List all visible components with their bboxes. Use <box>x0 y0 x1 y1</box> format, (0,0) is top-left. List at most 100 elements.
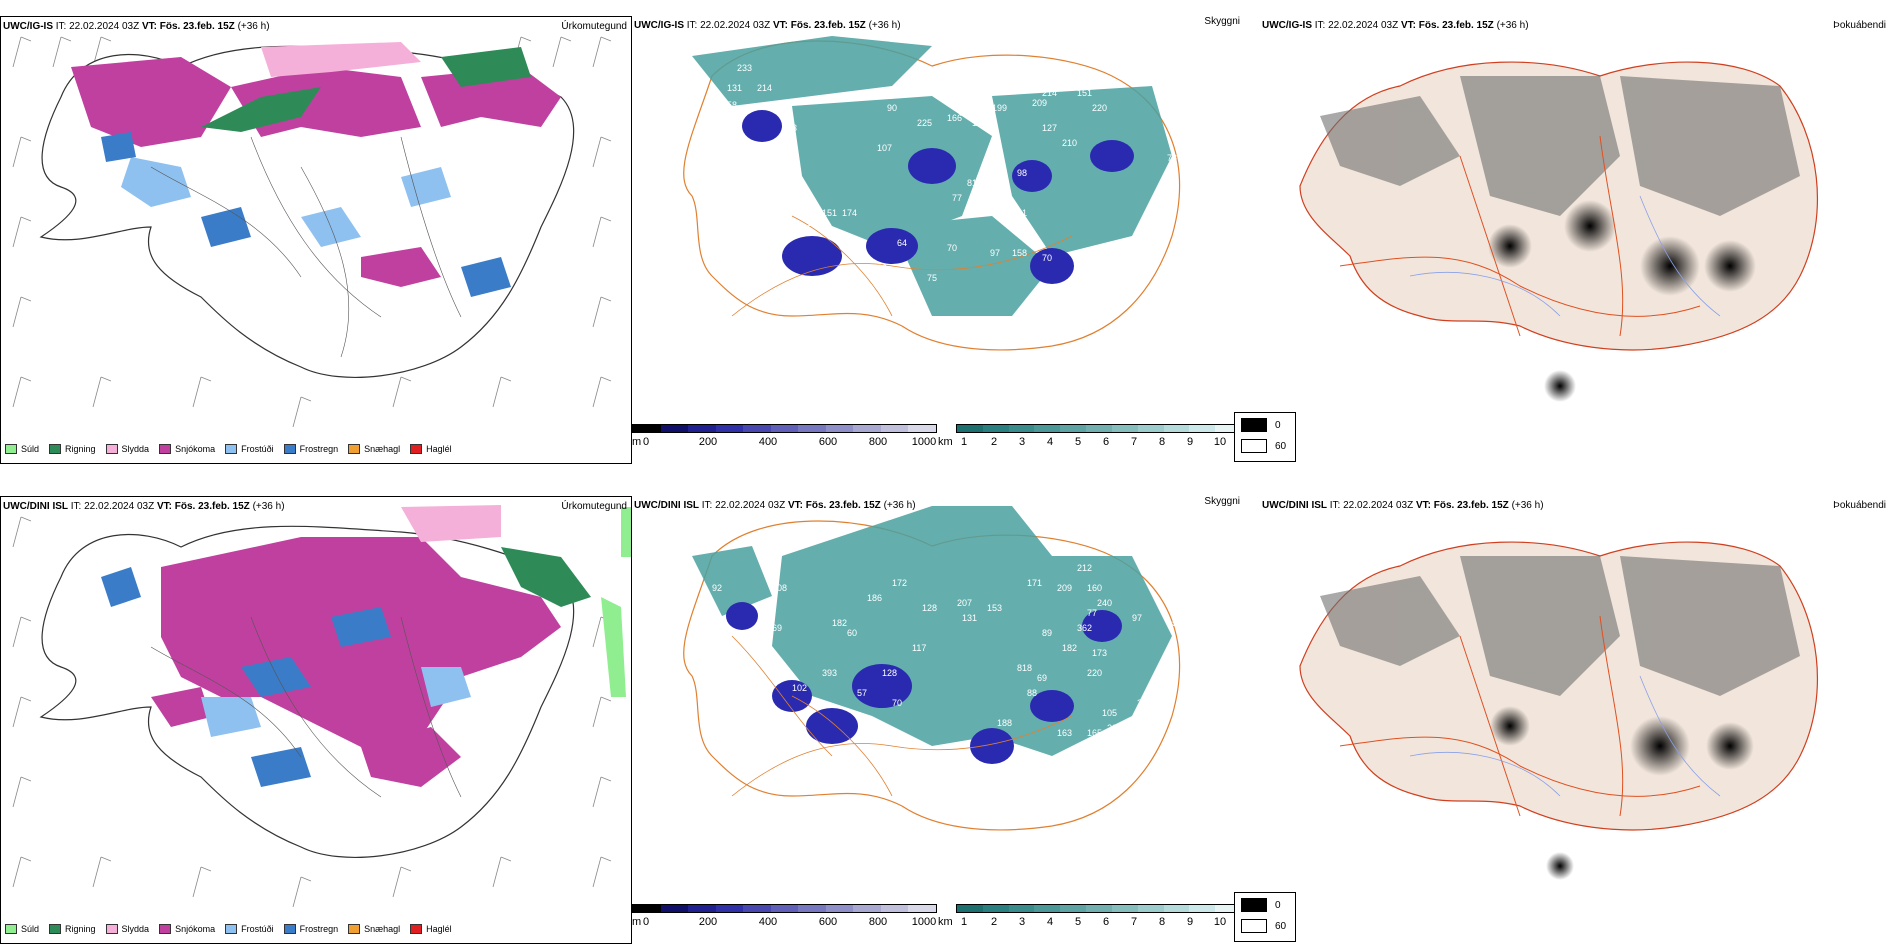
legend-swatch <box>105 444 118 454</box>
cloud-label: 131 <box>962 613 977 623</box>
cloud-label: 160 <box>1087 583 1102 593</box>
it-label: IT: <box>70 501 82 512</box>
cloud-label: 88 <box>1027 688 1037 698</box>
legend-swatch <box>348 444 361 454</box>
cloud-label: 212 <box>1077 563 1092 573</box>
legend-label: Snjókoma <box>175 444 216 454</box>
model-name: UWC/IG-IS <box>1262 20 1312 31</box>
precip-type-map-bottom <box>12 505 631 908</box>
precip-legend: Súld Rigning Slydda Snjókoma Frostúði Fr… <box>5 921 452 937</box>
legend-swatch <box>283 924 296 934</box>
legend-item-sudl: Súld <box>5 444 39 454</box>
visibility-tick: 2 <box>990 436 998 448</box>
cloud-panel-top: 233 131 214 183 158 142 123 129 233 158 … <box>632 16 1242 464</box>
vt-label: VT: <box>787 500 803 511</box>
fog-map-bottom <box>1299 541 1819 880</box>
lead-time: (+36 h) <box>237 21 270 32</box>
cloud-map-bottom: 92 208 182 186 172 128 207 131 153 212 1… <box>683 506 1182 831</box>
cloud-label: 151 <box>1077 88 1092 98</box>
it-label: IT: <box>1314 20 1326 31</box>
cloud-label: 131 <box>727 83 742 93</box>
vt-value: Fös. 23.feb. 15Z <box>174 501 250 512</box>
cloud-label: 393 <box>822 668 837 678</box>
cloud-label: 90 <box>887 103 897 113</box>
cloud-label: 183 <box>702 103 717 113</box>
cloud-label: 61 <box>1102 263 1112 273</box>
height-colorbar <box>632 424 937 433</box>
visibility-tick: 9 <box>1186 916 1194 928</box>
panel-variable-label: Úrkomutegund <box>561 21 627 32</box>
vt-value: Fös. 23.feb. 15Z <box>1418 20 1494 31</box>
model-name: UWC/DINI ISL <box>3 501 68 512</box>
cloud-label: 220 <box>1087 668 1102 678</box>
legend-item-rigning: Rigning <box>49 924 96 934</box>
legend-item-haglel: Haglél <box>410 924 452 934</box>
panel-variable-label: Skyggni <box>1204 16 1240 27</box>
cloud-label: 214 <box>1042 88 1057 98</box>
fog-swatch <box>1241 919 1267 933</box>
fog-legend-item: 0 <box>1241 898 1281 912</box>
vt-value: Fös. 23.feb. 15Z <box>790 20 866 31</box>
visibility-tick: 10 <box>1213 436 1227 448</box>
legend-label: Snæhagl <box>364 924 401 934</box>
fog-legend: 0 60 <box>1234 412 1296 462</box>
cloud-label: 177 <box>1027 83 1042 93</box>
panel-variable-label: Þokuábendi <box>1833 20 1886 31</box>
fog-swatch <box>1241 418 1267 432</box>
cloud-label: 209 <box>1057 583 1072 593</box>
legend-label: Haglél <box>426 924 452 934</box>
precip-type-panel-top: UWC/IG-IS IT: 22.02.2024 03Z VT: Fös. 23… <box>0 16 632 464</box>
visibility-tick: 8 <box>1158 436 1166 448</box>
legend-item-slydda: Slydda <box>105 924 149 934</box>
cloud-label: 78 <box>1167 153 1177 163</box>
cloud-label: 98 <box>1017 168 1027 178</box>
legend-swatch <box>5 924 17 934</box>
visibility-tick: 4 <box>1046 916 1054 928</box>
vt-value: Fös. 23.feb. 15Z <box>1433 500 1509 511</box>
it-label: IT: <box>55 21 67 32</box>
cloud-label: 158 <box>722 100 737 110</box>
panel-title: UWC/IG-IS IT: 22.02.2024 03Z VT: Fös. 23… <box>634 20 901 31</box>
legend-label: Frostúði <box>241 444 274 454</box>
height-tick: 0 <box>642 436 650 448</box>
fog-legend-label: 60 <box>1275 440 1287 452</box>
height-tick: 600 <box>818 916 838 928</box>
scales-bottom: m 0 200 400 600 800 1000 km 1 2 3 4 5 6 … <box>632 904 1252 944</box>
fog-map-top <box>1299 61 1819 402</box>
visibility-tick: 7 <box>1130 436 1138 448</box>
panel-title: UWC/IG-IS IT: 22.02.2024 03Z VT: Fös. 23… <box>1262 20 1529 31</box>
vt-label: VT: <box>772 20 788 31</box>
it-value: 22.02.2024 03Z <box>715 500 786 511</box>
visibility-unit: km <box>938 916 953 928</box>
visibility-tick: 8 <box>1158 916 1166 928</box>
cloud-label: 173 <box>1092 648 1107 658</box>
visibility-tick: 3 <box>1018 916 1026 928</box>
cloud-label: 209 <box>1032 98 1047 108</box>
cloud-label: 233 <box>737 63 752 73</box>
height-colorbar <box>632 904 937 913</box>
legend-swatch <box>105 924 118 934</box>
legend-item-frostregn: Frostregn <box>283 444 339 454</box>
height-tick: 0 <box>642 916 650 928</box>
legend-label: Frostregn <box>299 444 339 454</box>
legend-item-haglel: Haglél <box>410 444 452 454</box>
legend-swatch <box>159 924 172 934</box>
cloud-label: 188 <box>997 718 1012 728</box>
height-unit: m <box>632 436 642 448</box>
cloud-label: 164 <box>807 218 822 228</box>
cloud-label: 117 <box>912 643 926 653</box>
fog-panel-bottom: UWC/DINI ISL IT: 22.02.2024 03Z VT: Fös.… <box>1234 496 1890 944</box>
cloud-label: 182 <box>777 718 792 728</box>
precip-type-panel-bottom: UWC/DINI ISL IT: 22.02.2024 03Z VT: Fös.… <box>0 496 632 944</box>
visibility-tick: 4 <box>1046 436 1054 448</box>
cloud-label: 66 <box>877 263 887 273</box>
visibility-tick: 5 <box>1074 436 1082 448</box>
cloud-label: 207 <box>957 598 972 608</box>
panel-title: UWC/DINI ISL IT: 22.02.2024 03Z VT: Fös.… <box>1262 500 1544 511</box>
cloud-label: 57 <box>857 688 867 698</box>
legend-label: Haglél <box>426 444 452 454</box>
cloud-label: 123 <box>782 123 797 133</box>
legend-label: Súld <box>21 924 40 934</box>
cloud-label: 75 <box>927 273 937 283</box>
legend-label: Slydda <box>121 444 150 454</box>
